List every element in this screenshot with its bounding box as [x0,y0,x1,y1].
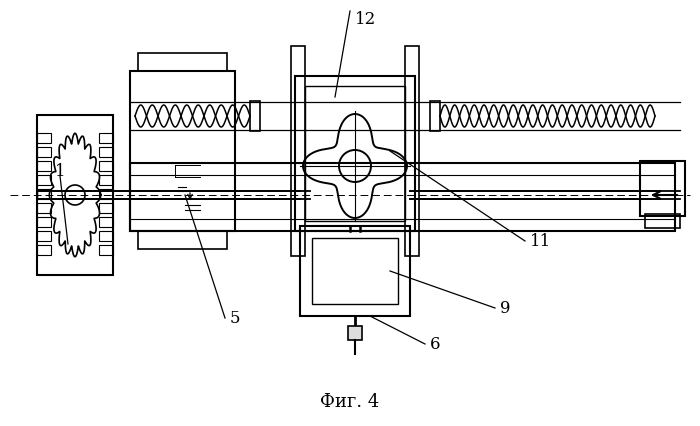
Bar [99,148,113,158]
Text: 1: 1 [55,163,66,180]
Bar [99,231,113,242]
Bar [37,148,51,158]
Bar [99,204,113,213]
Bar [300,227,410,316]
Bar [37,245,51,256]
Bar [138,231,227,249]
Bar [430,102,440,132]
Bar [305,87,405,222]
Bar [291,47,305,256]
Bar [37,204,51,213]
Bar [250,102,260,132]
Bar [138,54,227,72]
Bar [640,161,685,216]
Bar [37,134,51,144]
Bar [99,176,113,186]
Bar [37,161,51,172]
Bar [99,134,113,144]
Bar [37,190,51,199]
Bar [37,116,113,275]
Bar [405,47,419,256]
Text: 11: 11 [530,233,551,250]
Bar [130,72,235,231]
Bar [99,245,113,256]
Text: 12: 12 [355,11,376,27]
Bar [99,161,113,172]
Bar [130,164,675,231]
Bar [348,326,362,340]
Bar [99,218,113,227]
Text: 5: 5 [230,310,241,327]
Text: Фиг. 4: Фиг. 4 [321,392,379,410]
Bar [37,231,51,242]
Bar [37,218,51,227]
Bar [99,190,113,199]
Bar [312,239,398,304]
Bar [645,215,680,228]
Text: 9: 9 [500,300,510,317]
Text: 6: 6 [430,336,440,353]
Bar [37,176,51,186]
Bar [295,77,415,231]
